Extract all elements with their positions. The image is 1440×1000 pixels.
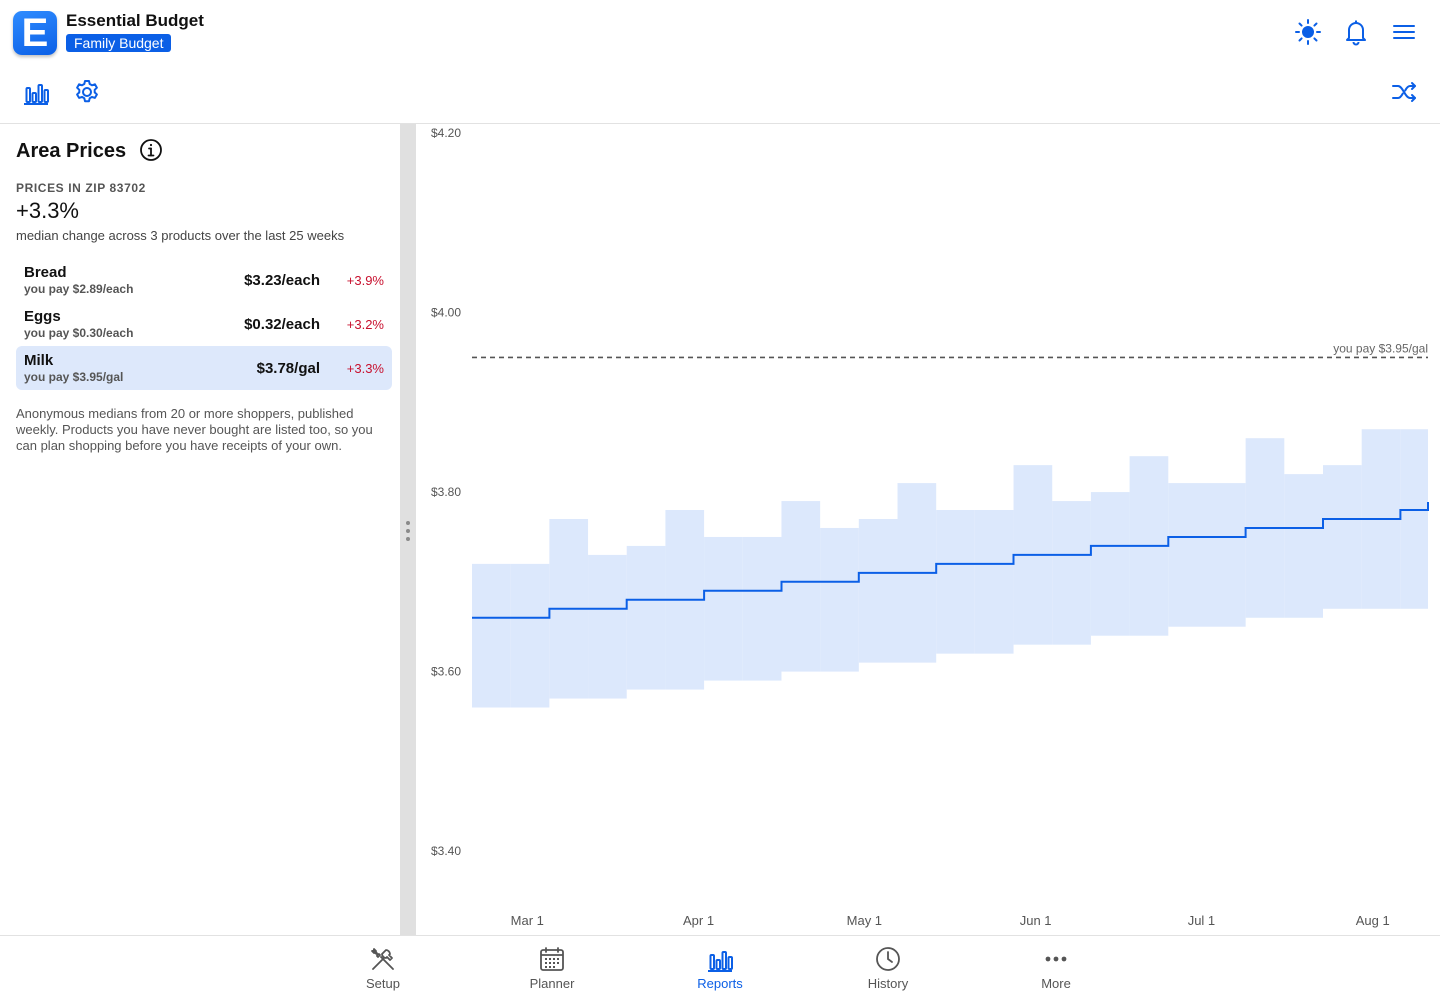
panel-title: Area Prices — [16, 140, 127, 162]
app-header: E Essential Budget Family Budget — [0, 0, 1440, 124]
drag-handle-icon[interactable] — [406, 521, 410, 541]
bar-chart-icon — [708, 951, 733, 972]
product-row-milk[interactable]: Milk you pay $3.95/gal $3.78/gal +3.3% — [16, 346, 392, 390]
product-change: +3.2% — [346, 317, 384, 332]
sun-icon[interactable] — [1293, 17, 1323, 47]
median-price-line — [472, 502, 1429, 619]
info-icon[interactable] — [139, 138, 163, 162]
price-range-band — [1168, 483, 1207, 627]
product-price: $3.23/each — [244, 272, 320, 289]
gear-icon[interactable] — [72, 77, 102, 107]
zip-label: PRICES IN ZIP 83702 — [16, 181, 146, 195]
bell-icon[interactable] — [1341, 17, 1371, 47]
price-range-band — [936, 510, 975, 654]
median-change-value: +3.3% — [16, 198, 79, 223]
bar-chart-icon[interactable] — [21, 77, 51, 107]
product-price: $3.78/gal — [256, 360, 320, 377]
nav-more[interactable]: More — [1001, 936, 1111, 1000]
split-divider[interactable] — [400, 124, 416, 935]
more-icon — [1045, 956, 1067, 962]
app-logo: E — [13, 11, 57, 55]
nav-label: More — [1041, 976, 1071, 991]
price-range-band — [1206, 483, 1246, 627]
product-change: +3.9% — [346, 273, 384, 288]
x-axis-tick-label: Aug 1 — [1356, 913, 1390, 928]
product-name: Milk — [24, 352, 54, 369]
price-range-band — [1284, 474, 1324, 618]
price-range-band — [742, 536, 782, 681]
price-range-band — [510, 563, 550, 708]
y-axis-tick-label: $3.80 — [431, 485, 461, 499]
product-name: Eggs — [24, 308, 61, 325]
price-chart: you pay $3.95/gal $3.40 $3.60 $3.80 $4.00 $4.… — [416, 124, 1440, 935]
price-range-band — [820, 527, 859, 672]
price-range-band — [1090, 492, 1130, 636]
price-range-band — [1400, 429, 1428, 609]
nav-label: Setup — [366, 976, 400, 991]
calendar-icon — [540, 947, 564, 971]
product-you-pay: you pay $0.30/each — [24, 326, 134, 340]
clock-icon — [876, 947, 900, 971]
nav-reports[interactable]: Reports — [665, 936, 775, 1000]
price-range-band — [626, 545, 666, 690]
menu-icon[interactable] — [1389, 17, 1419, 47]
price-range-band — [974, 510, 1014, 654]
area-prices-panel: Area Prices PRICES IN ZIP 83702 +3.3% me… — [0, 124, 400, 935]
product-you-pay: you pay $3.95/gal — [24, 370, 124, 384]
x-axis-tick-label: May 1 — [847, 913, 882, 928]
nav-setup[interactable]: Setup — [328, 936, 438, 1000]
price-range-band — [1323, 465, 1362, 609]
tools-icon — [371, 948, 394, 970]
y-axis-tick-label: $3.60 — [431, 665, 461, 679]
x-axis-tick-label: Jun 1 — [1020, 913, 1052, 928]
logo-letter: E — [21, 11, 49, 55]
bottom-nav: Setup Planner Reports — [0, 935, 1440, 1000]
product-price: $0.32/each — [244, 316, 320, 333]
nav-history[interactable]: History — [833, 936, 943, 1000]
product-row-eggs[interactable]: Eggs you pay $0.30/each $0.32/each +3.2% — [16, 302, 392, 346]
price-range-band — [1052, 501, 1091, 645]
app-title: Essential Budget — [66, 11, 204, 30]
nav-label: Planner — [529, 976, 575, 991]
price-range-band — [704, 536, 743, 681]
product-change: +3.3% — [346, 361, 384, 376]
x-axis-tick-label: Jul 1 — [1188, 913, 1215, 928]
y-axis-tick-label: $4.00 — [431, 306, 461, 320]
you-pay-reference-label: you pay $3.95/gal — [1333, 341, 1428, 355]
nav-planner[interactable]: Planner — [497, 936, 607, 1000]
x-axis-tick-label: Mar 1 — [511, 913, 544, 928]
price-range-band — [858, 519, 898, 663]
y-axis-tick-label: $3.40 — [431, 844, 461, 858]
x-axis-tick-label: Apr 1 — [683, 913, 714, 928]
footnote: Anonymous medians from 20 or more shoppe… — [16, 406, 373, 453]
price-range-band — [472, 563, 511, 708]
product-you-pay: you pay $2.89/each — [24, 282, 134, 296]
product-name: Bread — [24, 264, 67, 281]
product-list: Bread you pay $2.89/each $3.23/each +3.9… — [16, 258, 392, 390]
nav-label: History — [867, 976, 909, 991]
shuffle-icon[interactable] — [1389, 77, 1419, 107]
price-range-band — [781, 501, 821, 672]
nav-label: Reports — [697, 976, 743, 991]
median-change-caption: median change across 3 products over the… — [16, 228, 345, 243]
y-axis-tick-label: $4.20 — [431, 126, 461, 140]
budget-selector[interactable]: Family Budget — [66, 34, 172, 52]
price-chart-svg: you pay $3.95/gal $3.40 $3.60 $3.80 $4.00 $4.… — [431, 126, 1429, 928]
price-range-band — [588, 554, 627, 699]
product-row-bread[interactable]: Bread you pay $2.89/each $3.23/each +3.9… — [16, 258, 392, 302]
